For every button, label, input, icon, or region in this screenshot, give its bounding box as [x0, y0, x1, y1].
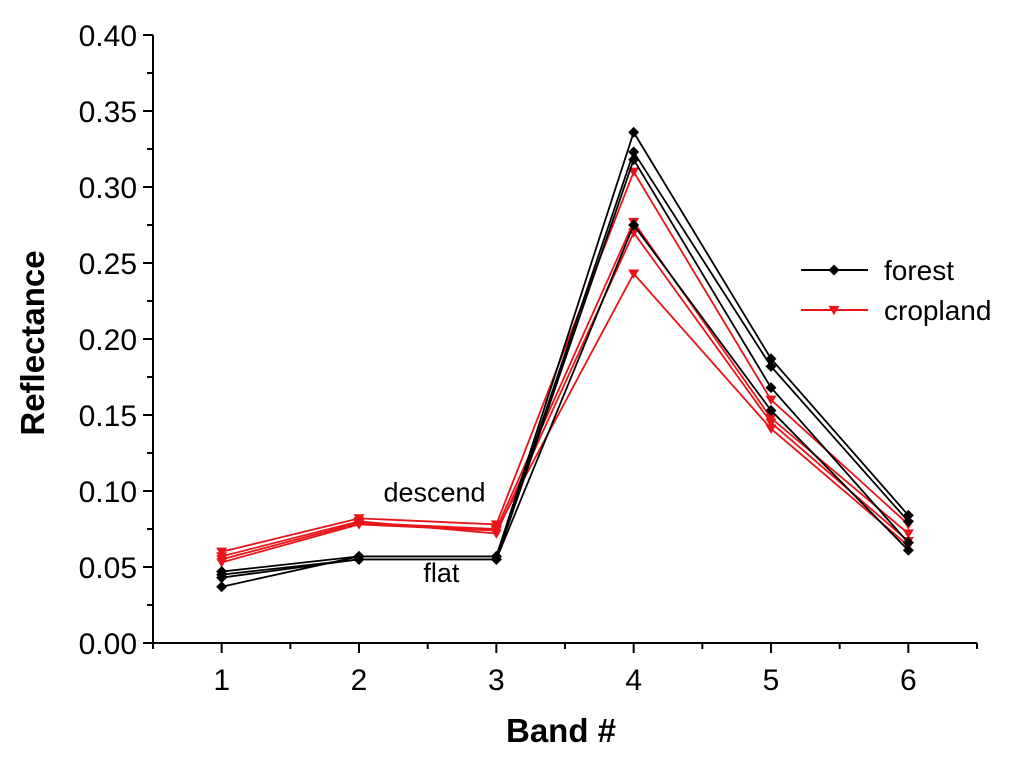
axes: 0.00 0.05 0.10 0.15 0.20 0.25 0.30 0.35 0.40 1 2 3 4… [79, 20, 978, 697]
data-point-cropland [902, 529, 914, 539]
legend-marker-forest [828, 264, 840, 276]
data-point-cropland [628, 269, 640, 279]
y-tick-label: 0.25 [79, 248, 137, 281]
data-point-forest [902, 537, 914, 549]
legend: forest cropland [801, 255, 991, 326]
data-point-forest [628, 154, 640, 166]
data-point-cropland [765, 418, 777, 428]
x-tick-label: 3 [488, 664, 505, 697]
series-line [221, 223, 909, 576]
y-tick-label: 0.15 [79, 400, 137, 433]
data-point-forest [628, 146, 640, 158]
x-tick-label: 6 [900, 664, 917, 697]
annotations: descend flat [383, 478, 485, 589]
data-point-cropland [765, 395, 777, 406]
data-point-forest [353, 553, 365, 565]
data-point-forest [216, 569, 228, 581]
data-point-cropland [216, 552, 228, 562]
data-point-cropland [353, 520, 365, 530]
y-tick-label: 0.00 [79, 628, 137, 661]
y-tick-label: 0.20 [79, 324, 137, 357]
series-forest-3 [216, 154, 914, 584]
data-point-cropland [216, 558, 228, 568]
y-tick-label: 0.40 [79, 20, 137, 53]
data-point-forest [490, 553, 502, 565]
series-line [221, 157, 910, 579]
legend-label-cropland: cropland [884, 295, 991, 326]
x-tick-label: 4 [625, 664, 642, 697]
data-point-forest [765, 360, 777, 372]
data-point-forest [765, 382, 777, 394]
series-line [221, 272, 909, 564]
data-point-forest [765, 404, 777, 416]
legend-marker-cropland [828, 305, 840, 316]
data-point-cropland [765, 424, 777, 434]
x-tick-label: 2 [351, 664, 368, 697]
series-cropland-8 [216, 269, 914, 568]
x-tick-label: 1 [213, 664, 230, 697]
x-tick-label: 5 [763, 664, 780, 697]
data-point-forest [902, 515, 914, 527]
series-cropland-7 [216, 228, 914, 562]
annotation-descend: descend [383, 478, 485, 508]
x-axis-title: Band # [506, 712, 616, 749]
data-point-forest [902, 544, 914, 556]
y-tick-label: 0.35 [79, 96, 137, 129]
data-point-forest [216, 581, 228, 593]
data-point-forest [628, 219, 640, 231]
series-cropland-5 [216, 167, 914, 558]
series-line [221, 169, 909, 553]
series-forest-4 [216, 219, 914, 581]
legend-label-forest: forest [884, 255, 954, 286]
y-tick-label: 0.30 [79, 172, 137, 205]
y-axis-title: Reflectance [14, 250, 51, 435]
y-tick-label: 0.10 [79, 476, 137, 509]
series-line [221, 149, 910, 573]
series-line [221, 220, 909, 561]
data-point-forest [628, 126, 640, 138]
series-layer [216, 126, 914, 593]
data-point-cropland [490, 526, 502, 536]
y-tick-label: 0.05 [79, 552, 137, 585]
series-line [221, 230, 909, 558]
annotation-flat: flat [423, 558, 460, 588]
